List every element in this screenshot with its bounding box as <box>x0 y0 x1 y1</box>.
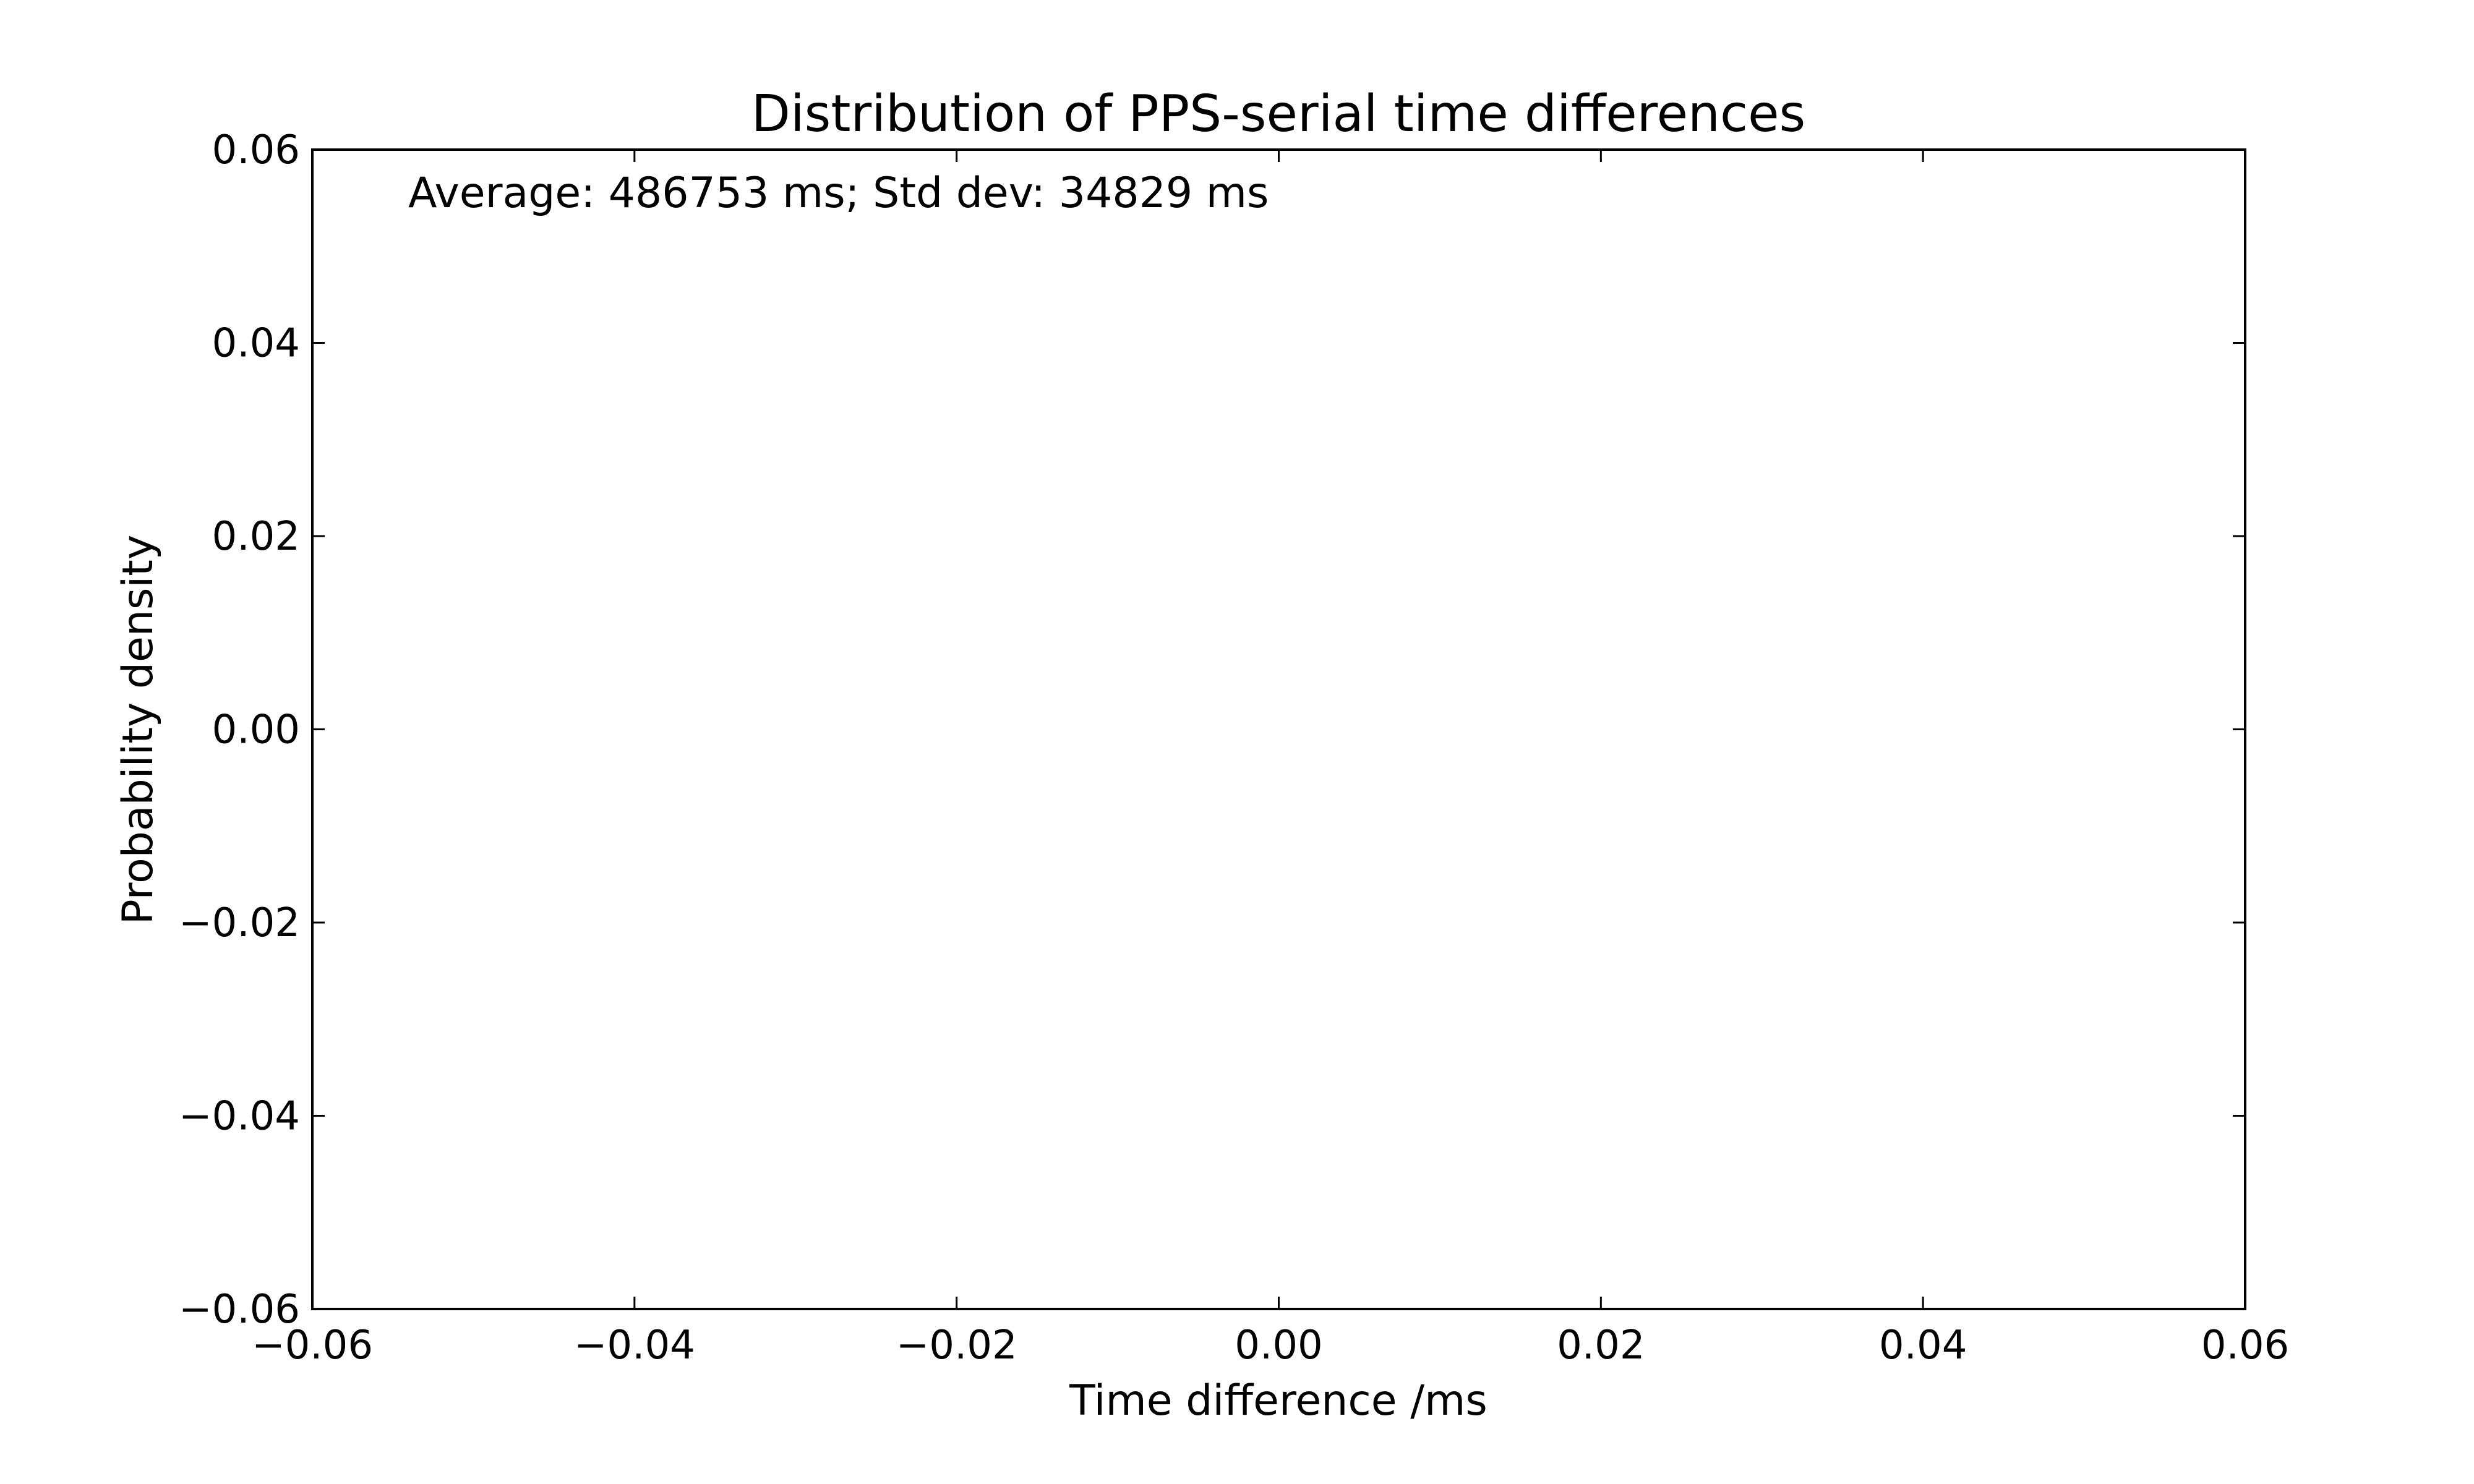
x-tick-label: 0.02 <box>1557 1323 1645 1368</box>
chart-title: Distribution of PPS-serial time differen… <box>751 85 1806 143</box>
x-tick-label: 0.06 <box>2201 1323 2290 1368</box>
y-tick-label: 0.04 <box>212 321 301 367</box>
y-axis-label: Probability density <box>114 535 163 924</box>
x-tick-label: 0.04 <box>1879 1323 1967 1368</box>
y-tick-label: −0.06 <box>179 1287 300 1333</box>
x-tick-label: 0.00 <box>1235 1323 1323 1368</box>
plot-area <box>312 150 2245 1309</box>
x-tick-label: −0.06 <box>252 1323 373 1368</box>
x-axis-label: Time difference /ms <box>1069 1376 1487 1425</box>
x-tick-labels: −0.06 −0.04 −0.02 0.00 0.02 0.04 0.06 <box>252 1323 2289 1368</box>
plot-frame <box>311 148 2246 1310</box>
y-tick-label: 0.06 <box>212 127 301 173</box>
x-tick-label: −0.04 <box>574 1323 695 1368</box>
x-tick-label: −0.02 <box>896 1323 1017 1368</box>
y-tick-label: −0.02 <box>179 900 300 946</box>
y-tick-label: 0.02 <box>212 514 301 560</box>
y-tick-labels: −0.06 −0.04 −0.02 0.00 0.02 0.04 0.06 <box>179 127 300 1333</box>
stats-annotation: Average: 486753 ms; Std dev: 34829 ms <box>408 169 1269 218</box>
y-tick-label: −0.04 <box>179 1094 300 1140</box>
y-tick-label: 0.00 <box>212 707 301 753</box>
